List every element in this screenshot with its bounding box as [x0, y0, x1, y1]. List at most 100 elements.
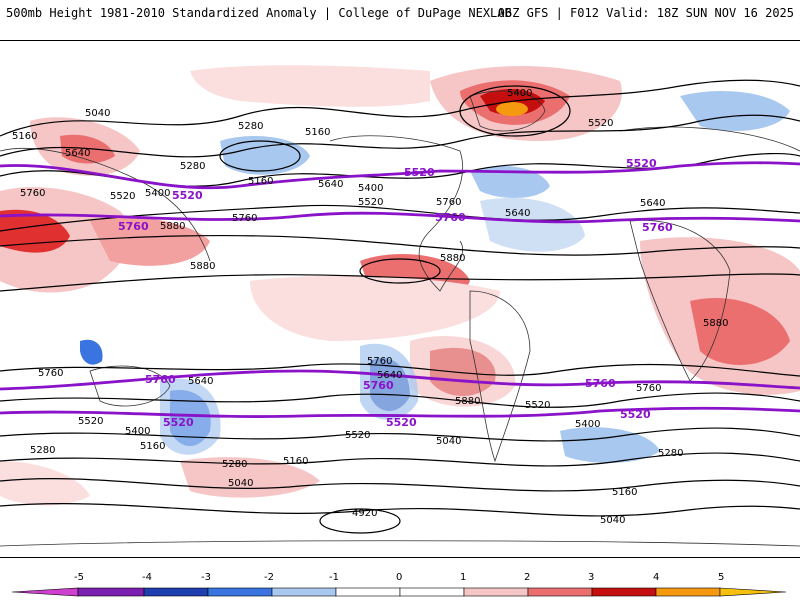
label-5880: 5880	[440, 253, 465, 264]
height-contours	[0, 79, 800, 534]
contour-line	[0, 477, 800, 492]
coast-africa	[629, 219, 731, 382]
tick-1: 1	[460, 572, 466, 583]
thick-label-5520: 5520	[626, 157, 657, 170]
negative-anomalies	[80, 91, 790, 463]
contour-line	[0, 392, 800, 408]
label-5760: 5760	[436, 197, 461, 208]
anomaly-neg-southpacific-outer	[360, 343, 419, 420]
contour-line	[0, 234, 800, 256]
label-5280: 5280	[180, 161, 205, 172]
label-5520: 5520	[110, 191, 135, 202]
label-5760: 5760	[636, 383, 661, 394]
label-5280: 5280	[658, 448, 683, 459]
swatch-neg2	[207, 587, 273, 597]
thick-label-5520: 5520	[172, 189, 203, 202]
tick-5: 5	[718, 572, 724, 583]
swatch-2	[527, 587, 593, 597]
contour-closed-high	[359, 258, 441, 284]
label-5760: 5760	[38, 368, 63, 379]
swatch-neg5	[11, 587, 79, 597]
coast-australia	[89, 365, 171, 407]
label-5040: 5040	[600, 515, 625, 526]
label-5160: 5160	[612, 487, 637, 498]
label-5760: 5760	[232, 213, 257, 224]
contour-line	[0, 204, 800, 232]
label-5400: 5400	[125, 426, 150, 437]
thick-contour-5760-north	[0, 211, 800, 224]
label-5520: 5520	[525, 400, 550, 411]
anomaly-map: 5040 5160 5640 5760 5520 5400 5880 5280 …	[0, 40, 800, 558]
label-5640: 5640	[65, 148, 90, 159]
anomaly-pos-africa-strong	[690, 297, 790, 365]
anomaly-neg-australia	[80, 339, 103, 365]
swatch-3	[591, 587, 657, 597]
thick-contour-5760-south	[0, 369, 800, 391]
thick-label-5760: 5760	[363, 379, 394, 392]
label-5880: 5880	[190, 261, 215, 272]
label-5160: 5160	[248, 176, 273, 187]
contour-line	[0, 114, 800, 158]
contour-line	[0, 427, 800, 442]
label-5640: 5640	[505, 208, 530, 219]
label-5040: 5040	[436, 436, 461, 447]
contour-closed-greenland	[459, 85, 571, 137]
swatch-0b	[399, 587, 465, 597]
swatch-neg4	[77, 587, 145, 597]
swatch-0a	[335, 587, 401, 597]
label-5640: 5640	[188, 376, 213, 387]
anomaly-pos-tropics	[250, 275, 500, 341]
positive-anomalies	[0, 65, 800, 506]
label-5760: 5760	[367, 356, 392, 367]
swatch-neg3	[143, 587, 209, 597]
swatch-1	[463, 587, 529, 597]
tick-3: 3	[588, 572, 594, 583]
label-5640: 5640	[318, 179, 343, 190]
thick-label-5760: 5760	[145, 373, 176, 386]
anomaly-neg-south-atlantic	[560, 427, 660, 463]
label-5400: 5400	[145, 188, 170, 199]
label-5640: 5640	[640, 198, 665, 209]
thick-label-5760: 5760	[642, 221, 673, 234]
label-5520: 5520	[78, 416, 103, 427]
label-5040: 5040	[228, 478, 253, 489]
label-5400: 5400	[507, 88, 532, 99]
colorbar-tick-labels: -5 -4 -3 -2 -1 0 1 2 3 4 5	[74, 572, 724, 583]
tick-neg4: -4	[142, 572, 152, 583]
label-5520: 5520	[588, 118, 613, 129]
label-5280: 5280	[238, 121, 263, 132]
thick-label-5760: 5760	[435, 211, 466, 224]
chart-title: 500mb Height 1981-2010 Standardized Anom…	[6, 6, 512, 20]
thick-contour-labels: 5520 5520 5520 5760 5760 5760 5760 5760 …	[118, 157, 673, 429]
thick-label-5760: 5760	[585, 377, 616, 390]
thick-label-5760: 5760	[118, 220, 149, 233]
swatch-5	[719, 587, 787, 597]
label-5400: 5400	[575, 419, 600, 430]
swatch-neg1	[271, 587, 337, 597]
tick-4: 4	[653, 572, 659, 583]
tick-2: 2	[524, 572, 530, 583]
colorbar: -5 -4 -3 -2 -1 0 1 2 3 4 5	[0, 570, 800, 600]
contour-line	[0, 79, 800, 137]
tick-neg5: -5	[74, 572, 84, 583]
label-5400: 5400	[358, 183, 383, 194]
contour-line	[0, 363, 800, 377]
label-5880: 5880	[160, 221, 185, 232]
thick-contour-5520-north	[0, 161, 800, 190]
tick-neg2: -2	[264, 572, 274, 583]
contour-value-labels: 5040 5160 5640 5760 5520 5400 5880 5280 …	[12, 88, 728, 526]
anomaly-neg-scandinavia	[680, 91, 790, 131]
thick-label-5520: 5520	[386, 416, 417, 429]
label-5760: 5760	[20, 188, 45, 199]
tick-neg1: -1	[329, 572, 339, 583]
label-5160: 5160	[140, 441, 165, 452]
thick-contour-5520-south	[0, 406, 800, 418]
anomaly-pos-south-west	[0, 461, 90, 506]
coast-greenland	[469, 90, 546, 132]
label-5160: 5160	[305, 127, 330, 138]
anomaly-neg-pacific	[220, 136, 310, 175]
label-5880: 5880	[703, 318, 728, 329]
anomaly-pos-china	[90, 217, 210, 266]
colorbar-swatches	[11, 587, 787, 597]
label-5640: 5640	[377, 370, 402, 381]
